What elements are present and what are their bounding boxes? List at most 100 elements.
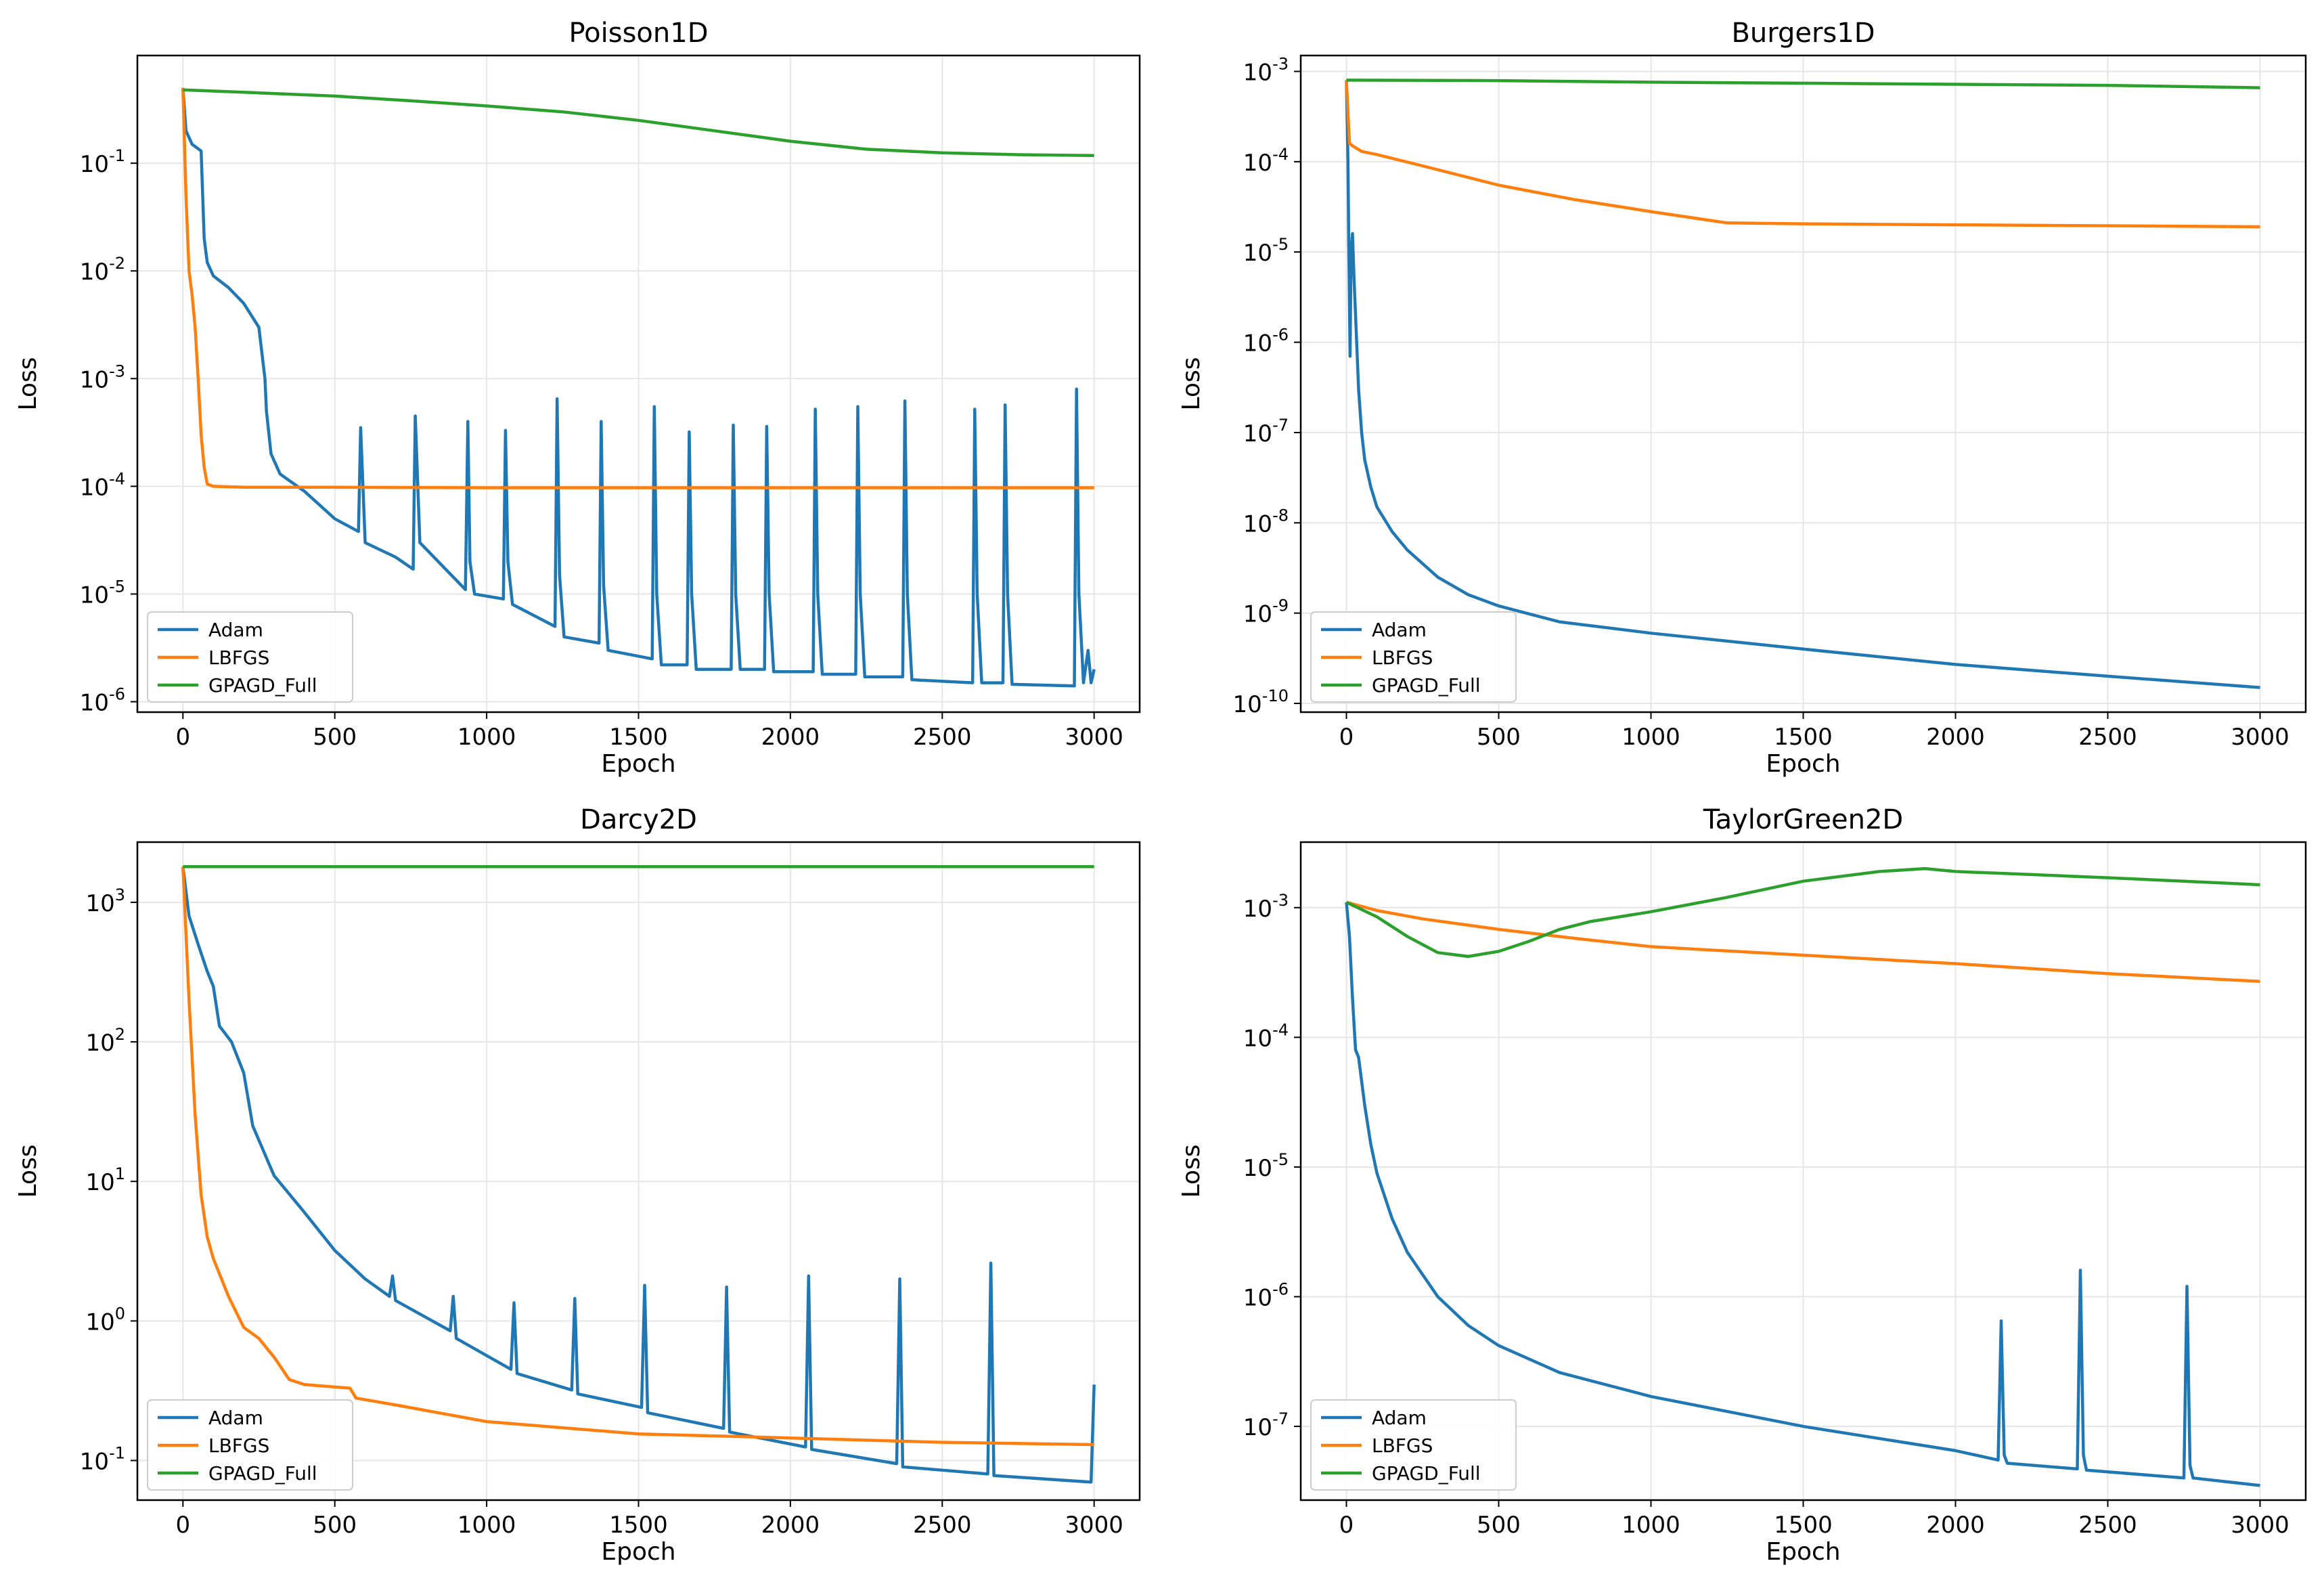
x-axis-label: Epoch (601, 1538, 675, 1566)
legend-label: Adam (1372, 619, 1427, 641)
x-tick-label: 2000 (761, 724, 820, 751)
legend-entry-gpagd-full: GPAGD_Full (158, 674, 317, 697)
x-axis-label: Epoch (601, 750, 675, 778)
legend-label: Adam (1372, 1407, 1427, 1429)
y-tick-label: 10-10 (1233, 686, 1289, 718)
x-tick-label: 2000 (1926, 724, 1985, 751)
legend: Adam LBFGS GPAGD_Full (1310, 1399, 1517, 1491)
y-tick-label: 10-5 (1243, 235, 1289, 267)
y-tick-label: 10-7 (1243, 416, 1289, 447)
x-tick-label: 0 (175, 724, 190, 751)
series-line-lbfgs (181, 87, 1094, 489)
x-tick-label: 500 (1477, 1512, 1521, 1539)
x-tick-label: 1500 (609, 1512, 668, 1539)
series-lines (1345, 79, 2260, 689)
y-tick-label: 10-6 (1243, 1279, 1289, 1311)
y-tick-label: 10-2 (80, 254, 125, 286)
legend-entry-adam: Adam (158, 619, 263, 641)
series-line-adam (1345, 80, 2260, 689)
x-tick-label: 2500 (2078, 724, 2137, 751)
chart-title: Burgers1D (1731, 18, 1875, 49)
x-tick-label: 3000 (2231, 724, 2289, 751)
legend-entry-gpagd-full: GPAGD_Full (1321, 1462, 1481, 1485)
y-tick-label: 10-6 (80, 685, 125, 717)
legend: Adam LBFGS GPAGD_Full (147, 611, 353, 703)
series-line-adam (181, 866, 1096, 1484)
legend-frame (1310, 611, 1517, 703)
series-line-adam (181, 87, 1096, 688)
y-axis-label: Loss (14, 357, 42, 411)
y-axis-label: Loss (1178, 1145, 1205, 1198)
x-tick-label: 2000 (1926, 1512, 1985, 1539)
y-tick-label: 10-3 (1243, 54, 1289, 86)
x-tick-label: 2500 (913, 1512, 972, 1539)
subplot-darcy2d: 0 500 1000 1500 2000 2500 3000 10-1 100 101 102 103… (14, 804, 1141, 1566)
legend-frame (1310, 1399, 1517, 1491)
legend-entry-adam: Adam (1321, 1407, 1427, 1429)
x-tick-label: 0 (1339, 724, 1354, 751)
legend-label: Adam (208, 619, 263, 641)
legend-label: LBFGS (208, 1434, 269, 1457)
legend-label: Adam (208, 1407, 263, 1429)
y-tick-label: 100 (85, 1304, 125, 1336)
legend-label: LBFGS (1372, 1434, 1433, 1457)
legend-entry-gpagd-full: GPAGD_Full (1321, 674, 1481, 697)
y-axis-label: Loss (14, 1145, 42, 1198)
y-tick-label: 10-1 (80, 146, 125, 178)
legend-entry-gpagd-full: GPAGD_Full (158, 1462, 317, 1485)
x-tick-label: 1000 (1622, 724, 1680, 751)
y-tick-label: 10-4 (80, 469, 125, 501)
x-tick-label: 0 (175, 1512, 190, 1539)
legend-label: LBFGS (1372, 646, 1433, 669)
series-lines (1345, 866, 2260, 1487)
series-line-lbfgs (1345, 80, 2260, 229)
y-tick-label: 10-3 (1243, 891, 1289, 923)
x-tick-label: 1500 (1774, 724, 1833, 751)
series-lines (181, 865, 1096, 1484)
chart-title: Darcy2D (580, 804, 697, 835)
x-tick-label: 3000 (1065, 1512, 1123, 1539)
subplot-burgers1d: 0 500 1000 1500 2000 2500 3000 10-10 10-9 10-8 10-… (1178, 18, 2307, 778)
series-line-gpagd-full (1346, 79, 2260, 89)
series-line-gpagd-full (183, 88, 1094, 157)
x-tick-label: 1000 (457, 724, 516, 751)
subplot-poisson1d: 0 500 1000 1500 2000 2500 3000 10-6 10-5 10-4 10-3… (14, 18, 1141, 778)
y-tick-label: 10-1 (80, 1443, 125, 1475)
y-tick-label: 10-9 (1243, 596, 1289, 628)
y-tick-label: 10-3 (80, 361, 125, 393)
legend-label: GPAGD_Full (208, 674, 317, 697)
series-line-gpagd-full (1345, 866, 2260, 959)
legend-label: GPAGD_Full (208, 1462, 317, 1485)
x-tick-label: 3000 (2231, 1512, 2289, 1539)
x-tick-label: 2500 (2078, 1512, 2137, 1539)
x-tick-label: 2500 (913, 724, 972, 751)
x-axis-label: Epoch (1766, 750, 1840, 778)
y-tick-label: 10-4 (1243, 1020, 1289, 1052)
x-tick-label: 1500 (1774, 1512, 1833, 1539)
x-tick-label: 500 (313, 1512, 357, 1539)
x-tick-label: 500 (1477, 724, 1521, 751)
y-tick-label: 102 (85, 1025, 125, 1057)
series-line-lbfgs (1345, 900, 2260, 983)
subplot-taylorgreen2d: 0 500 1000 1500 2000 2500 3000 10-7 10-6 10-5 10-4… (1178, 804, 2307, 1566)
x-tick-label: 3000 (1065, 724, 1123, 751)
legend-entry-lbfgs: LBFGS (1321, 646, 1433, 669)
legend-entry-adam: Adam (1321, 619, 1427, 641)
x-tick-label: 1500 (609, 724, 668, 751)
y-tick-label: 10-5 (1243, 1150, 1289, 1182)
legend-entry-lbfgs: LBFGS (158, 646, 269, 669)
legend-entry-lbfgs: LBFGS (158, 1434, 269, 1457)
chart-title: Poisson1D (568, 18, 708, 49)
y-tick-label: 103 (85, 885, 125, 917)
legend: Adam LBFGS GPAGD_Full (147, 1399, 353, 1491)
legend-label: GPAGD_Full (1372, 674, 1481, 697)
x-tick-label: 1000 (457, 1512, 516, 1539)
y-tick-label: 10-8 (1243, 506, 1289, 537)
x-tick-label: 2000 (761, 1512, 820, 1539)
y-tick-label: 10-5 (80, 577, 125, 609)
legend: Adam LBFGS GPAGD_Full (1310, 611, 1517, 703)
legend-label: LBFGS (208, 646, 269, 669)
y-tick-label: 10-7 (1243, 1409, 1289, 1441)
x-tick-label: 0 (1339, 1512, 1354, 1539)
